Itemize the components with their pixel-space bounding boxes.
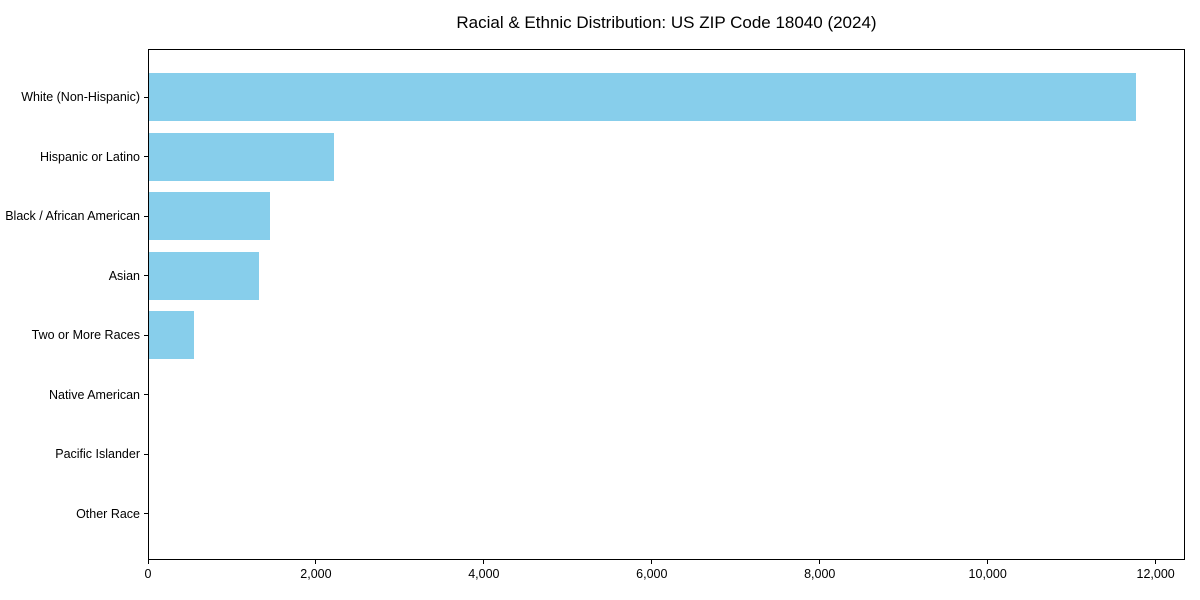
y-tick-mark — [144, 394, 148, 396]
bar — [149, 251, 259, 300]
y-tick-mark — [144, 156, 148, 158]
x-tick-label: 10,000 — [968, 567, 1007, 581]
x-tick-label: 6,000 — [636, 567, 668, 581]
x-tick-label: 12,000 — [1136, 567, 1175, 581]
x-tick-label: 0 — [144, 567, 152, 581]
x-tick-mark — [1155, 560, 1157, 564]
bar — [149, 192, 270, 241]
y-tick-label: Other Race — [76, 506, 140, 521]
y-tick-mark — [144, 215, 148, 217]
x-tick-mark — [483, 560, 485, 564]
y-tick-mark — [144, 334, 148, 336]
y-tick-label: Native American — [48, 387, 140, 402]
y-tick-label: Asian — [108, 268, 140, 283]
bar — [149, 132, 334, 181]
bar — [149, 73, 1137, 121]
y-tick-mark — [144, 513, 148, 515]
x-tick-label: 4,000 — [468, 567, 500, 581]
x-tick-mark — [651, 560, 653, 564]
x-tick-label: 2,000 — [300, 567, 332, 581]
x-tick-mark — [987, 560, 989, 564]
x-tick-mark — [819, 560, 821, 564]
bar — [149, 311, 194, 360]
y-tick-label: Black / African American — [5, 208, 140, 223]
y-tick-mark — [144, 275, 148, 277]
plot-area — [148, 49, 1185, 560]
y-tick-label: Two or More Races — [31, 328, 140, 343]
y-tick-label: Hispanic or Latino — [39, 149, 140, 164]
y-tick-mark — [144, 96, 148, 98]
y-tick-label: Pacific Islander — [55, 447, 140, 462]
x-tick-label: 8,000 — [804, 567, 836, 581]
x-tick-mark — [315, 560, 317, 564]
x-tick-mark — [147, 560, 149, 564]
y-tick-mark — [144, 453, 148, 455]
y-tick-label: White (Non-Hispanic) — [21, 89, 140, 104]
chart-title: Racial & Ethnic Distribution: US ZIP Cod… — [456, 13, 877, 32]
